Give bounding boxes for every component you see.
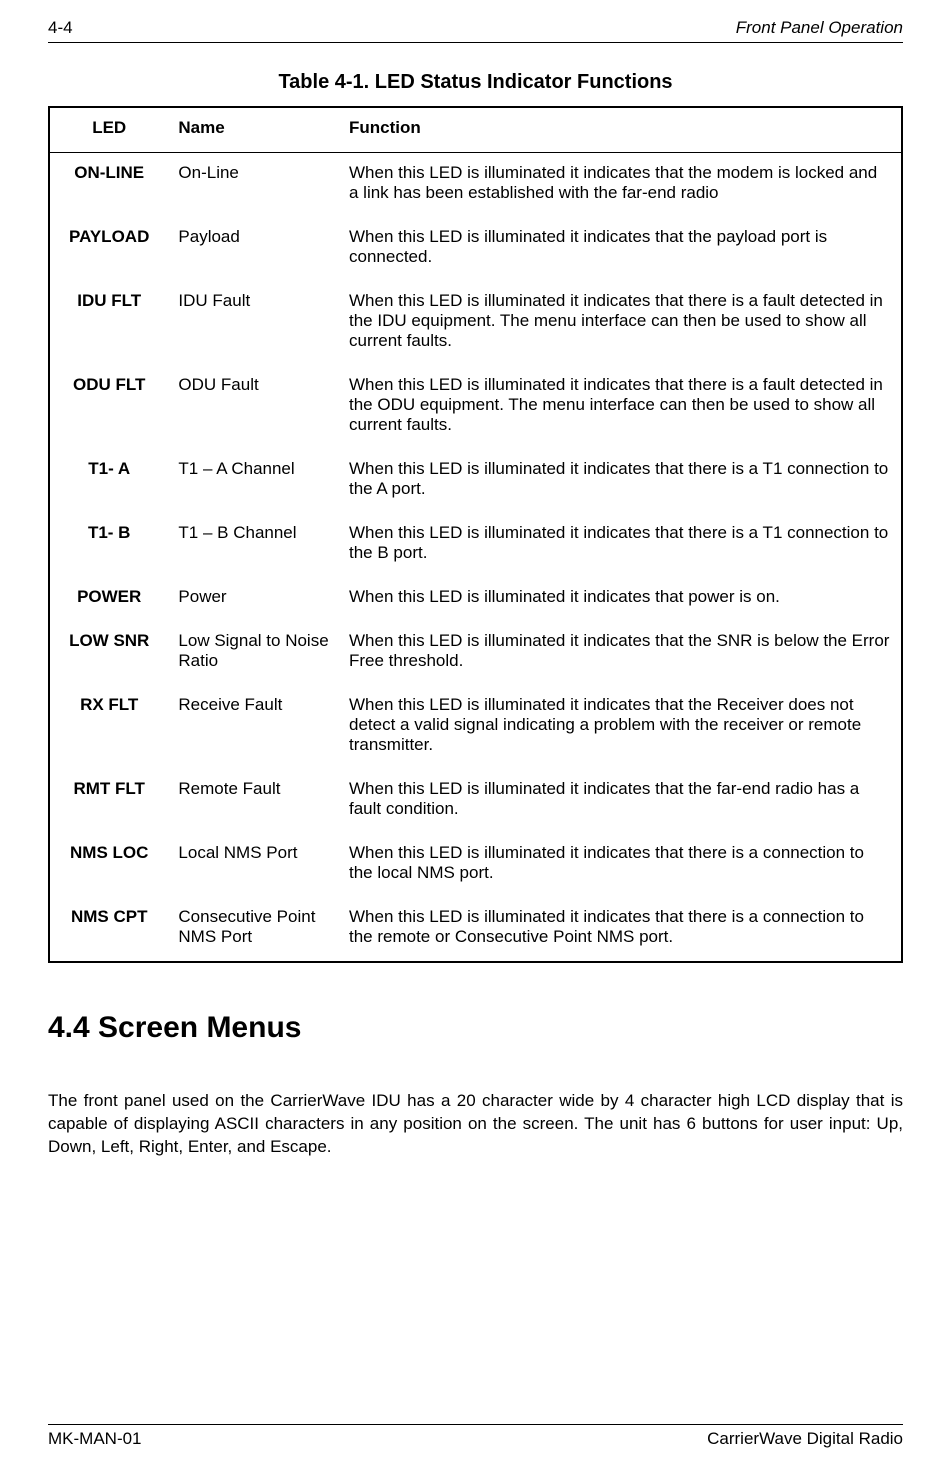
table-header-name: Name <box>168 107 339 153</box>
table-row: LOW SNRLow Signal to Noise RatioWhen thi… <box>49 621 902 685</box>
table-row: NMS LOCLocal NMS PortWhen this LED is il… <box>49 833 902 897</box>
section-title: 4.4 Screen Menus <box>48 1011 903 1045</box>
cell-name: IDU Fault <box>168 281 339 365</box>
table-row: RX FLTReceive FaultWhen this LED is illu… <box>49 685 902 769</box>
cell-led: NMS CPT <box>49 897 168 962</box>
cell-led: ON-LINE <box>49 153 168 218</box>
cell-function: When this LED is illuminated it indicate… <box>339 365 902 449</box>
cell-led: T1- A <box>49 449 168 513</box>
table-header-row: LED Name Function <box>49 107 902 153</box>
header-page-number: 4-4 <box>48 18 73 38</box>
cell-name: Receive Fault <box>168 685 339 769</box>
cell-led: LOW SNR <box>49 621 168 685</box>
cell-name: Remote Fault <box>168 769 339 833</box>
table-header-led: LED <box>49 107 168 153</box>
cell-name: Low Signal to Noise Ratio <box>168 621 339 685</box>
table-row: T1- BT1 – B ChannelWhen this LED is illu… <box>49 513 902 577</box>
table-row: PAYLOADPayloadWhen this LED is illuminat… <box>49 217 902 281</box>
page: 4-4 Front Panel Operation Table 4-1. LED… <box>0 0 951 1469</box>
cell-name: Power <box>168 577 339 621</box>
cell-function: When this LED is illuminated it indicate… <box>339 897 902 962</box>
table-header-function: Function <box>339 107 902 153</box>
section-paragraph: The front panel used on the CarrierWave … <box>48 1090 903 1159</box>
header-section-title: Front Panel Operation <box>736 18 903 38</box>
table-row: T1- AT1 – A ChannelWhen this LED is illu… <box>49 449 902 513</box>
cell-function: When this LED is illuminated it indicate… <box>339 513 902 577</box>
table-row: NMS CPTConsecutive Point NMS PortWhen th… <box>49 897 902 962</box>
table-row: ODU FLTODU FaultWhen this LED is illumin… <box>49 365 902 449</box>
cell-function: When this LED is illuminated it indicate… <box>339 833 902 897</box>
table-caption: Table 4-1. LED Status Indicator Function… <box>48 71 903 94</box>
cell-name: T1 – A Channel <box>168 449 339 513</box>
cell-function: When this LED is illuminated it indicate… <box>339 621 902 685</box>
cell-led: RMT FLT <box>49 769 168 833</box>
cell-led: NMS LOC <box>49 833 168 897</box>
cell-function: When this LED is illuminated it indicate… <box>339 769 902 833</box>
page-header: 4-4 Front Panel Operation <box>48 18 903 43</box>
cell-name: T1 – B Channel <box>168 513 339 577</box>
table-row: RMT FLTRemote FaultWhen this LED is illu… <box>49 769 902 833</box>
cell-function: When this LED is illuminated it indicate… <box>339 217 902 281</box>
cell-function: When this LED is illuminated it indicate… <box>339 281 902 365</box>
cell-function: When this LED is illuminated it indicate… <box>339 153 902 218</box>
cell-function: When this LED is illuminated it indicate… <box>339 449 902 513</box>
cell-function: When this LED is illuminated it indicate… <box>339 577 902 621</box>
table-row: ON-LINEOn-LineWhen this LED is illuminat… <box>49 153 902 218</box>
cell-name: Local NMS Port <box>168 833 339 897</box>
footer-doc-id: MK-MAN-01 <box>48 1429 142 1449</box>
table-row: POWERPowerWhen this LED is illuminated i… <box>49 577 902 621</box>
cell-name: Payload <box>168 217 339 281</box>
cell-name: ODU Fault <box>168 365 339 449</box>
cell-name: On-Line <box>168 153 339 218</box>
cell-led: IDU FLT <box>49 281 168 365</box>
cell-led: RX FLT <box>49 685 168 769</box>
cell-led: T1- B <box>49 513 168 577</box>
spacer <box>48 1176 903 1400</box>
led-table: LED Name Function ON-LINEOn-LineWhen thi… <box>48 106 903 963</box>
page-footer: MK-MAN-01 CarrierWave Digital Radio <box>48 1424 903 1449</box>
cell-name: Consecutive Point NMS Port <box>168 897 339 962</box>
cell-led: ODU FLT <box>49 365 168 449</box>
cell-led: PAYLOAD <box>49 217 168 281</box>
cell-function: When this LED is illuminated it indicate… <box>339 685 902 769</box>
table-row: IDU FLTIDU FaultWhen this LED is illumin… <box>49 281 902 365</box>
footer-doc-title: CarrierWave Digital Radio <box>707 1429 903 1449</box>
cell-led: POWER <box>49 577 168 621</box>
